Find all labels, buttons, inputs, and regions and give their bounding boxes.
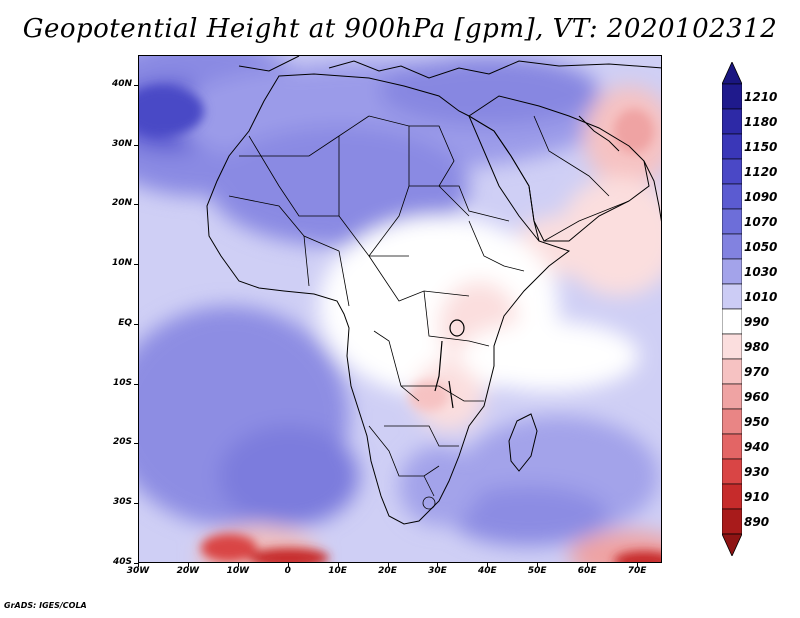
- lat-tick-label: 20S: [112, 437, 132, 448]
- colorbar-swatch: [722, 108, 742, 135]
- lon-tick-label: 10E: [328, 566, 347, 576]
- lon-tick: [138, 563, 139, 567]
- lat-tick: [134, 84, 138, 86]
- lat-tick: [134, 144, 138, 146]
- colorbar-level-label: 1150: [744, 139, 778, 154]
- lon-tick: [287, 563, 289, 567]
- colorbar-swatch: [722, 333, 742, 360]
- lat-tick-label: 40N: [111, 78, 132, 89]
- colorbar-swatch: [722, 408, 742, 435]
- colorbar-swatch: [722, 508, 742, 535]
- colorbar-swatch: [722, 458, 742, 485]
- colorbar-level-label: 1180: [744, 114, 778, 129]
- lat-tick: [134, 563, 138, 564]
- lat-tick: [134, 383, 138, 385]
- colorbar-level-label: 990: [744, 314, 770, 329]
- colorbar-swatch: [722, 233, 742, 260]
- lon-tick: [187, 563, 189, 567]
- red-sea: [468, 115, 540, 242]
- colorbar-swatch: [722, 158, 742, 185]
- lon-tick: [537, 563, 539, 567]
- colorbar-swatch: [722, 208, 742, 235]
- lon-tick-label: 50E: [527, 566, 547, 576]
- colorbar-level-label: 890: [744, 514, 770, 529]
- colorbar-swatch: [722, 308, 742, 335]
- colorbar-swatch: [722, 483, 742, 510]
- lat-tick: [134, 204, 138, 206]
- colorbar-level-label: 1120: [744, 164, 778, 179]
- colorbar-level-label: 940: [744, 439, 770, 454]
- colorbar-swatch: [722, 133, 742, 160]
- colorbar-level-label: 1210: [744, 89, 778, 104]
- lon-tick: [637, 563, 639, 567]
- colorbar-swatch: [722, 433, 742, 460]
- colorbar-level-label: 1090: [744, 189, 778, 204]
- colorbar-bottom-arrow: [722, 533, 742, 556]
- lon-tick-label: 10W: [226, 566, 250, 576]
- colorbar-level-label: 1070: [744, 214, 778, 229]
- colorbar-level-label: 970: [744, 364, 770, 379]
- chart-title: Geopotential Height at 900hPa [gpm], VT:…: [22, 14, 778, 44]
- madagascar-coastline: [508, 413, 538, 472]
- great-lakes: [434, 319, 465, 409]
- colorbar-level-label: 1050: [744, 239, 778, 254]
- lat-tick-label: 10N: [111, 258, 132, 269]
- colorbar-level-label: 1010: [744, 289, 778, 304]
- colorbar-level-label: 980: [744, 339, 770, 354]
- lat-tick-label: 40S: [112, 557, 132, 567]
- colorbar-swatch: [722, 83, 742, 110]
- lon-tick-label: 30E: [428, 566, 447, 576]
- colorbar-swatch: [722, 358, 742, 385]
- lon-tick: [387, 563, 389, 567]
- colorbar-level-label: 960: [744, 389, 770, 404]
- lon-tick: [487, 563, 489, 567]
- persian-gulf: [578, 115, 620, 152]
- lat-tick-label: 30N: [111, 138, 132, 149]
- height-field-detail: [139, 86, 661, 562]
- colorbar-level-label: 910: [744, 489, 770, 504]
- india-coastline: [643, 160, 661, 222]
- lon-tick: [437, 563, 439, 567]
- colorbar-top-arrow: [722, 62, 742, 85]
- lon-tick-label: 70E: [627, 566, 647, 576]
- lon-tick-label: 30W: [126, 566, 150, 576]
- colorbar-swatch: [722, 183, 742, 210]
- lat-tick-label: 10S: [112, 377, 132, 388]
- colorbar: [722, 62, 742, 556]
- map-frame: [138, 55, 662, 563]
- lon-tick-label: 20W: [176, 566, 200, 576]
- lat-tick-label: 20N: [111, 198, 132, 209]
- lon-tick: [337, 563, 339, 567]
- lat-tick: [134, 264, 138, 266]
- colorbar-swatch: [722, 383, 742, 410]
- country-borders: [228, 115, 630, 497]
- lat-tick-label: 30S: [112, 497, 132, 508]
- colorbar-level-label: 930: [744, 464, 770, 479]
- lon-tick-label: 20E: [378, 566, 397, 576]
- lon-tick-label: 40E: [477, 566, 497, 576]
- colorbar-swatch: [722, 258, 742, 285]
- lesotho-border: [422, 496, 436, 510]
- europe-coastline: [238, 56, 661, 79]
- colorbar-level-label: 1030: [744, 264, 778, 279]
- lon-tick: [587, 563, 589, 567]
- lat-tick-label: EQ: [118, 317, 132, 328]
- colorbar-swatch: [722, 283, 742, 310]
- lat-tick: [134, 323, 138, 325]
- grads-credit: GrADS: IGES/COLA: [4, 601, 87, 610]
- lat-tick: [134, 503, 138, 505]
- lon-tick-label: 0: [284, 566, 291, 576]
- lon-tick: [237, 563, 239, 567]
- lon-tick-label: 60E: [577, 566, 597, 576]
- map-canvas: [139, 56, 661, 562]
- lat-tick: [134, 443, 138, 445]
- colorbar-level-label: 950: [744, 414, 770, 429]
